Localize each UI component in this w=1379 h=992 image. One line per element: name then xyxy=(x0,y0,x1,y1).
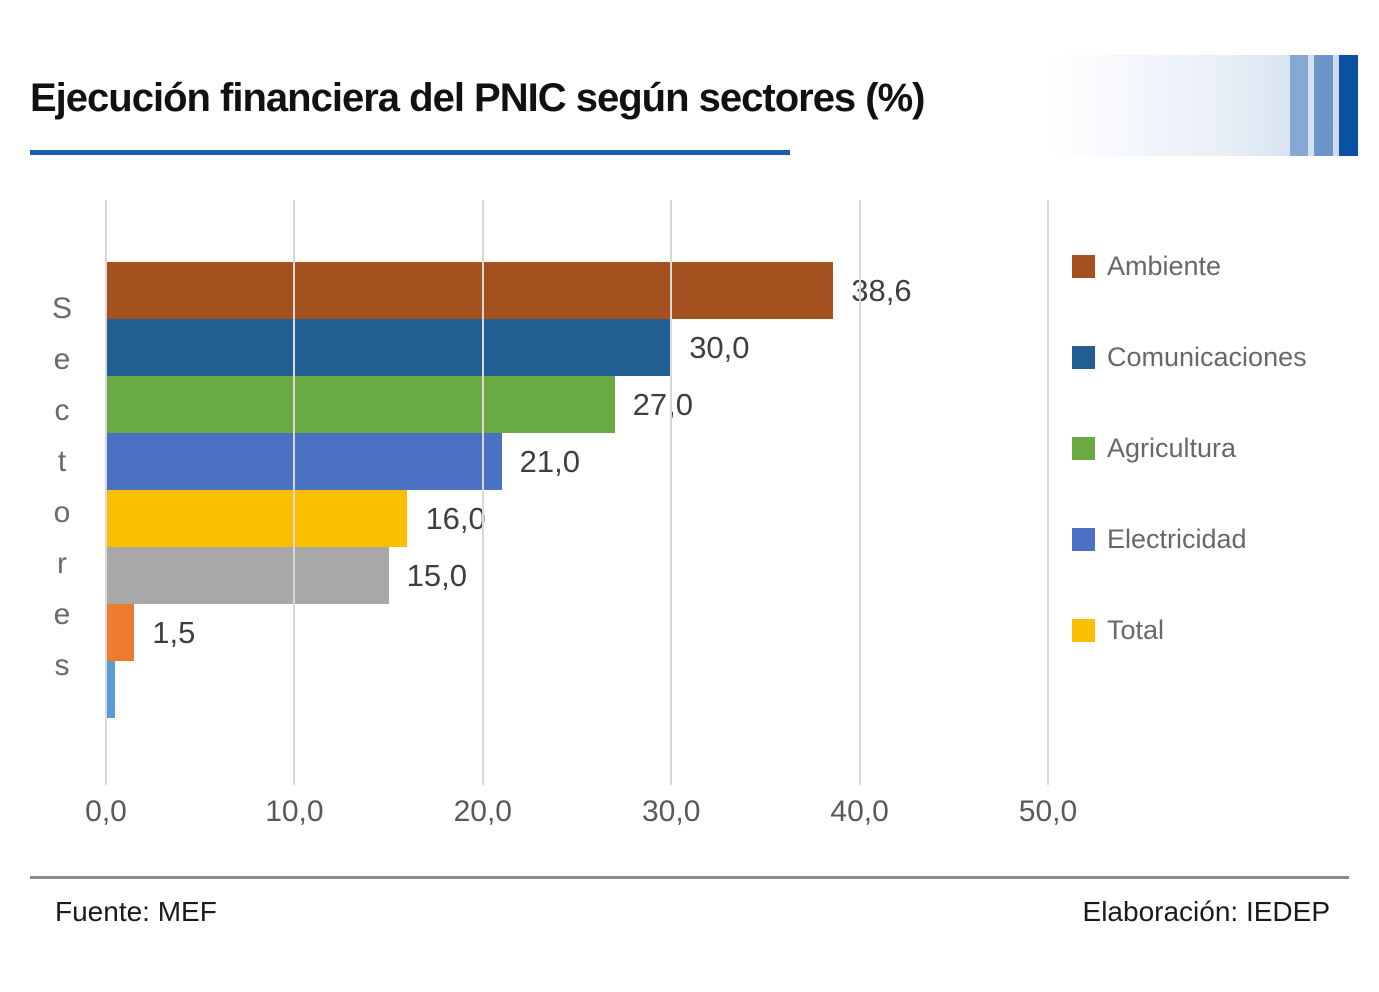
elaboration-note: Elaboración: IEDEP xyxy=(1082,896,1330,927)
bar-data-label: 15,0 xyxy=(406,558,467,593)
bar-unlabeled xyxy=(106,661,116,718)
bar-row: 21,0 xyxy=(106,433,1048,490)
decoration-stripe-medium xyxy=(1314,55,1333,156)
bar-ambiente xyxy=(106,262,834,319)
bar-agricultura xyxy=(106,376,615,433)
legend-swatch xyxy=(1072,618,1095,642)
bar-row: 1,5 xyxy=(106,604,1048,661)
bar-electricidad xyxy=(106,433,502,490)
title-underline xyxy=(30,150,790,155)
x-axis-tick-label: 0,0 xyxy=(85,795,127,828)
bar-data-label: 27,0 xyxy=(632,387,694,422)
bar-series: 38,6 30,0 27,0 21,0 16,0 15,0 1,5 xyxy=(106,262,1048,718)
legend-label: Ambiente xyxy=(1107,250,1222,281)
legend-label: Electricidad xyxy=(1107,523,1247,554)
bar-row: 38,6 xyxy=(106,262,1048,319)
y-axis-label-letter: s xyxy=(54,649,70,682)
decoration-stripe-light xyxy=(1290,55,1308,156)
legend-swatch xyxy=(1072,436,1095,460)
bar-data-label: 1,5 xyxy=(152,615,196,650)
bar-row xyxy=(106,661,1048,718)
bar-total xyxy=(106,490,408,547)
gridline xyxy=(293,200,296,785)
bar-unlabeled xyxy=(106,547,389,604)
bar-row: 15,0 xyxy=(106,547,1048,604)
bar-data-label: 21,0 xyxy=(519,444,580,479)
legend-label: Comunicaciones xyxy=(1107,341,1307,372)
gridline xyxy=(481,200,484,785)
legend-swatch xyxy=(1072,527,1095,551)
legend-swatch xyxy=(1072,254,1095,278)
y-axis-label-letter: o xyxy=(53,496,71,529)
legend-label: Agricultura xyxy=(1107,432,1237,463)
x-axis-tick-label: 10,0 xyxy=(265,795,324,828)
gridline xyxy=(858,200,861,785)
y-axis-label-letter: r xyxy=(57,547,67,580)
x-axis-tick-label: 30,0 xyxy=(641,795,701,828)
legend-label: Total xyxy=(1107,614,1165,645)
x-axis-tick-label: 20,0 xyxy=(453,795,512,828)
bar-unlabeled xyxy=(106,604,135,661)
legend-item-agricultura: Agricultura xyxy=(1072,432,1307,463)
bar-row: 30,0 xyxy=(106,319,1048,376)
y-axis-label-letter: t xyxy=(57,445,67,478)
gridline xyxy=(105,200,107,785)
bar-row: 27,0 xyxy=(106,376,1048,433)
legend-item-electricidad: Electricidad xyxy=(1072,523,1307,554)
bar-data-label: 38,6 xyxy=(851,273,912,308)
y-axis-label-letter: e xyxy=(53,598,71,631)
legend-swatch xyxy=(1072,345,1095,369)
gridline xyxy=(670,200,673,785)
legend-item-ambiente: Ambiente xyxy=(1072,250,1307,281)
bar-row: 16,0 xyxy=(106,490,1048,547)
legend-item-total: Total xyxy=(1072,614,1307,645)
source-note: Fuente: MEF xyxy=(55,896,217,927)
y-axis-label-letter: e xyxy=(53,343,71,376)
bar-comunicaciones xyxy=(106,319,672,376)
x-axis-tick-label: 50,0 xyxy=(1018,795,1078,828)
bar-data-label: 30,0 xyxy=(689,330,750,365)
legend: Ambiente Comunicaciones Agricultura Electri… xyxy=(1072,250,1307,707)
y-axis-label-letter: S xyxy=(51,292,72,325)
decoration-stripe-dark xyxy=(1339,55,1358,156)
footer-divider xyxy=(30,876,1349,879)
page-title: Ejecución financiera del PNIC según sect… xyxy=(30,76,926,120)
plot-area: 38,6 30,0 27,0 21,0 16,0 15,0 1,5 0,0 10,0 20,0 3… xyxy=(85,200,1077,828)
y-axis-label-letter: c xyxy=(54,394,70,427)
header-gradient-decoration xyxy=(1048,55,1358,156)
legend-item-comunicaciones: Comunicaciones xyxy=(1072,341,1307,372)
bar-data-label: 16,0 xyxy=(425,501,486,536)
x-axis-tick-label: 40,0 xyxy=(830,795,889,828)
gridline xyxy=(1047,200,1049,785)
